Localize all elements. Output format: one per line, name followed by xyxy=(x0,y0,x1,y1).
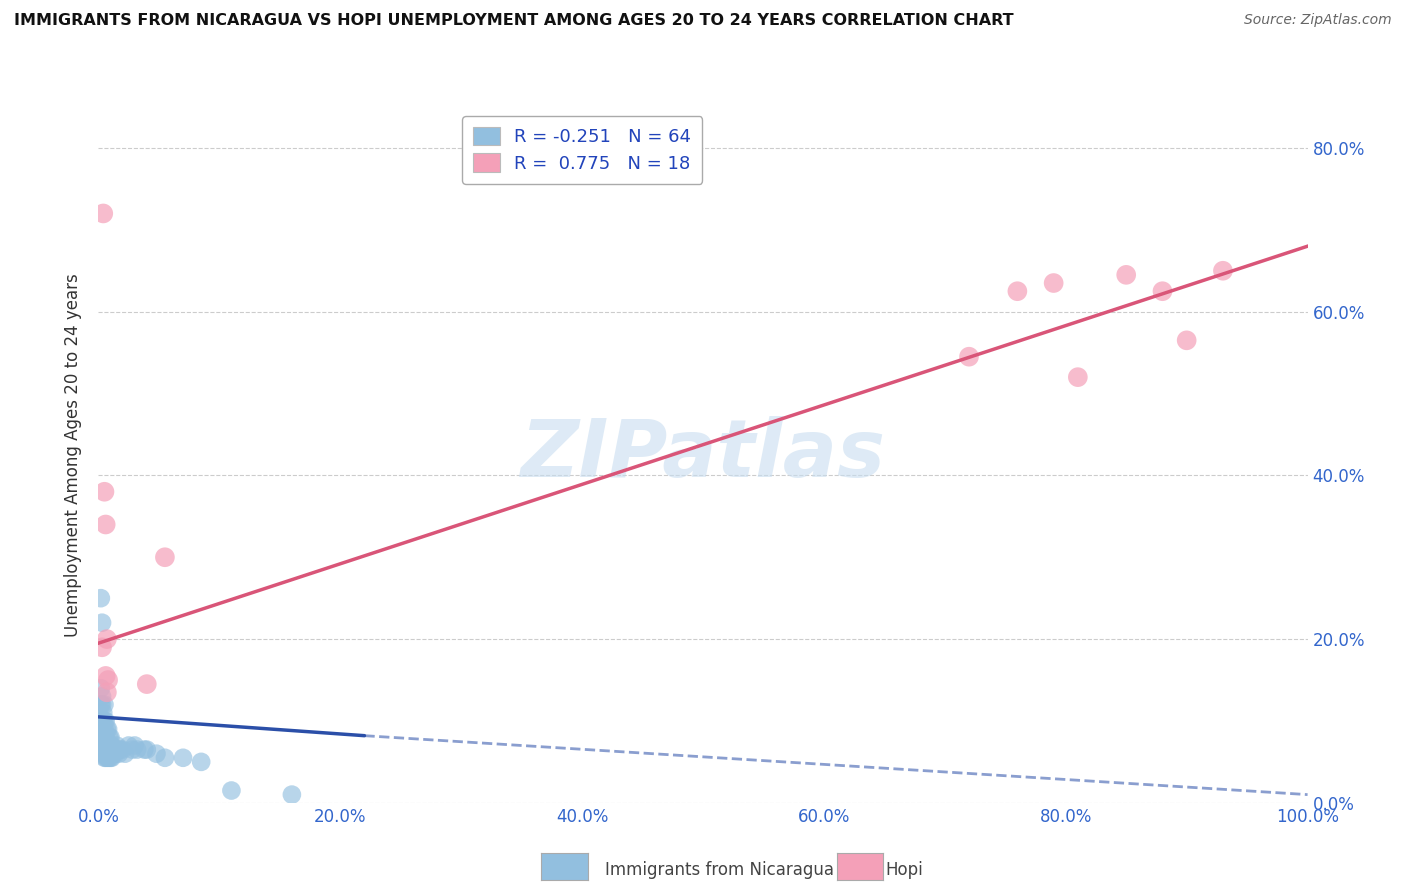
Point xyxy=(108,742,131,756)
Point xyxy=(100,751,122,765)
Point xyxy=(91,615,114,630)
Point xyxy=(91,714,114,728)
Text: ZIPatlas: ZIPatlas xyxy=(520,416,886,494)
Point xyxy=(91,747,114,761)
Point xyxy=(91,722,114,736)
Point xyxy=(94,739,117,753)
Point xyxy=(91,731,114,745)
Point xyxy=(100,739,122,753)
Point xyxy=(96,722,118,736)
Point xyxy=(94,751,117,765)
Point xyxy=(91,640,114,655)
Point xyxy=(91,722,114,736)
Point xyxy=(96,751,118,765)
Point xyxy=(90,591,112,606)
Point xyxy=(145,747,167,761)
Point xyxy=(134,742,156,756)
Point xyxy=(91,706,114,720)
Point xyxy=(97,722,120,736)
Point xyxy=(96,685,118,699)
Point xyxy=(90,731,112,745)
Text: Source: ZipAtlas.com: Source: ZipAtlas.com xyxy=(1244,13,1392,28)
Point xyxy=(107,742,129,756)
Point xyxy=(98,731,121,745)
Point xyxy=(103,742,125,756)
Point xyxy=(91,698,114,712)
Point xyxy=(91,206,114,220)
Point xyxy=(118,739,141,753)
Point xyxy=(1007,284,1029,298)
Point xyxy=(90,714,112,728)
Point xyxy=(91,739,114,753)
Text: IMMIGRANTS FROM NICARAGUA VS HOPI UNEMPLOYMENT AMONG AGES 20 TO 24 YEARS CORRELA: IMMIGRANTS FROM NICARAGUA VS HOPI UNEMPL… xyxy=(14,13,1014,29)
Point xyxy=(135,677,157,691)
Point xyxy=(111,742,134,756)
Point xyxy=(93,747,115,761)
Point xyxy=(98,747,121,761)
Point xyxy=(98,751,121,765)
Point xyxy=(127,742,149,756)
Point xyxy=(93,751,115,765)
Legend: R = -0.251   N = 64, R =  0.775   N = 18: R = -0.251 N = 64, R = 0.775 N = 18 xyxy=(463,116,702,184)
Point xyxy=(97,739,120,753)
Point xyxy=(221,783,243,797)
Point xyxy=(1067,370,1090,384)
Point xyxy=(90,698,112,712)
Point xyxy=(105,739,128,753)
Point xyxy=(957,350,980,364)
Point xyxy=(91,714,114,728)
Point xyxy=(91,739,114,753)
Point xyxy=(153,550,176,565)
Point xyxy=(94,517,117,532)
Point xyxy=(121,742,143,756)
Point xyxy=(93,739,115,753)
Point xyxy=(100,739,122,753)
Point xyxy=(1152,284,1174,298)
Point xyxy=(108,747,131,761)
Point xyxy=(1212,264,1234,278)
Point xyxy=(124,739,146,753)
Point xyxy=(114,747,136,761)
Y-axis label: Unemployment Among Ages 20 to 24 years: Unemployment Among Ages 20 to 24 years xyxy=(65,273,83,637)
Point xyxy=(1175,334,1198,348)
Point xyxy=(281,788,304,802)
Point xyxy=(93,698,115,712)
Point xyxy=(97,751,120,765)
Point xyxy=(104,747,127,761)
Point xyxy=(94,669,117,683)
Point xyxy=(94,714,117,728)
Point xyxy=(96,739,118,753)
Point xyxy=(172,751,194,765)
Point xyxy=(97,673,120,687)
Point xyxy=(1115,268,1137,282)
Point xyxy=(93,731,115,745)
Point xyxy=(90,681,112,696)
Point xyxy=(153,751,176,765)
Point xyxy=(100,751,122,765)
Point xyxy=(91,731,114,745)
Text: Immigrants from Nicaragua: Immigrants from Nicaragua xyxy=(605,861,834,879)
Point xyxy=(96,632,118,646)
Point xyxy=(91,690,114,704)
Point xyxy=(101,747,124,761)
Point xyxy=(93,714,115,728)
Point xyxy=(93,484,115,499)
Point xyxy=(1042,276,1064,290)
Point xyxy=(135,742,157,756)
Point xyxy=(94,731,117,745)
Point xyxy=(93,722,115,736)
Text: Hopi: Hopi xyxy=(886,861,924,879)
Point xyxy=(190,755,212,769)
Point xyxy=(100,731,122,745)
